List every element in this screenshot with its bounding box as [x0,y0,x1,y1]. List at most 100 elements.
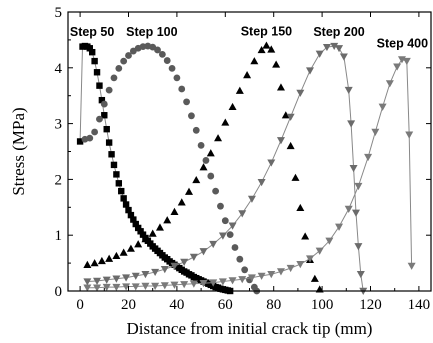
y-axis-title: Stress (MPa) [9,107,28,195]
data-point [93,284,102,292]
data-point [173,74,181,82]
data-point [112,283,121,292]
data-point [180,281,189,289]
data-point [112,275,121,283]
axes-layer: 0 20 40 60 80 100 120 140 0 1 2 3 4 5 [55,5,432,313]
data-point [170,207,179,215]
data-point [257,178,266,187]
data-point [151,282,160,290]
data-point [250,57,259,65]
data-point [141,282,150,290]
data-point [154,46,161,54]
series-step-100 [81,42,261,295]
x-tick-label: 40 [169,297,184,313]
x-tick-label: 20 [121,297,136,313]
data-point [206,149,215,157]
data-point [119,248,128,256]
data-point [306,67,314,75]
data-point [108,151,115,158]
data-point [405,131,414,139]
data-point [325,237,334,245]
data-point [221,217,229,225]
y-tick-label: 4 [55,61,63,77]
data-point [335,45,344,53]
data-point [257,45,266,54]
series-label: Step 100 [126,25,177,39]
data-point [110,161,118,169]
y-tick-label: 3 [55,117,63,133]
data-point [322,43,331,52]
data-point [192,175,201,184]
data-point [93,277,102,285]
data-point [286,141,295,150]
data-point [354,243,363,251]
data-point [344,86,353,95]
data-point [122,283,131,291]
series-label: Step 400 [377,36,428,50]
data-point [122,274,131,282]
data-point [339,53,348,61]
data-point [306,255,314,263]
data-point [122,201,130,208]
data-point [192,126,200,134]
data-point [151,268,160,277]
data-point [199,163,208,171]
data-point [197,141,205,149]
data-point [141,271,150,279]
data-point [158,51,166,58]
data-point [103,125,110,133]
data-point [83,278,92,286]
data-point [183,98,190,106]
data-point [385,80,394,88]
data-point [83,260,92,268]
data-point [189,253,198,261]
x-tick-label: 120 [359,297,382,313]
data-point [100,100,108,108]
data-point [286,264,295,273]
data-point [178,85,186,93]
data-point [247,195,256,203]
data-point [267,45,276,53]
data-point [202,157,210,164]
data-point [393,63,402,71]
data-point [310,274,319,282]
y-tick-label: 5 [55,5,63,21]
data-point [199,248,208,256]
data-point [105,254,114,262]
data-point [272,60,281,68]
data-point [199,279,208,288]
data-point [115,64,123,72]
series-label: Step 150 [241,24,292,38]
series-label: Step 200 [313,25,364,39]
data-point [134,240,143,248]
data-point [168,64,176,72]
data-point [296,89,305,97]
series-label: Step 50 [70,25,115,39]
data-point [137,228,144,235]
data-point [120,195,127,202]
data-point [241,266,249,274]
data-point [97,256,106,265]
series-labels: Step 50 Step 100 Step 150 Step 200 Step 400 [70,24,428,50]
data-point [281,111,290,119]
data-point [257,272,266,280]
data-point [98,96,106,104]
data-point [267,159,276,167]
x-tick-label: 80 [266,297,281,313]
data-point [126,244,135,252]
data-point [188,112,195,120]
data-point [118,187,125,195]
data-point [226,231,234,239]
y-tick-label: 1 [55,228,63,244]
data-point [91,128,99,136]
data-point [218,278,227,286]
data-point [125,206,132,214]
data-point [131,283,140,291]
data-point [364,153,373,162]
data-point [212,187,220,195]
data-point [315,50,324,58]
data-point [177,198,186,206]
data-point [141,235,150,243]
data-point [148,229,157,237]
